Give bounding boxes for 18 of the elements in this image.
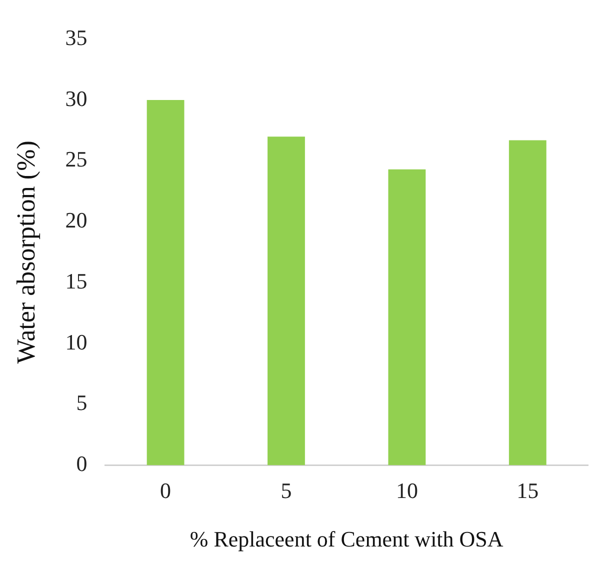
- y-tick-label: 0: [76, 450, 88, 476]
- y-tick-label: 15: [65, 268, 88, 294]
- y-tick-label: 20: [65, 208, 88, 233]
- x-axis-title: % Replaceent of Cement with OSA: [190, 526, 504, 552]
- y-axis-title: Water absorption (%): [11, 140, 40, 364]
- bar: [508, 140, 546, 466]
- y-tick-label: 35: [65, 24, 88, 50]
- x-tick-label: 5: [280, 478, 292, 504]
- bar: [388, 169, 426, 466]
- y-tick-label: 30: [65, 86, 88, 111]
- y-tick-label: 5: [76, 390, 88, 416]
- x-tick-label: 10: [396, 478, 418, 504]
- x-tick-label: 15: [516, 478, 539, 504]
- y-tick-label: 10: [65, 329, 88, 354]
- x-tick-label: 0: [160, 478, 172, 504]
- bar: [146, 100, 184, 466]
- y-tick-label: 25: [65, 146, 88, 172]
- bar: [268, 136, 305, 466]
